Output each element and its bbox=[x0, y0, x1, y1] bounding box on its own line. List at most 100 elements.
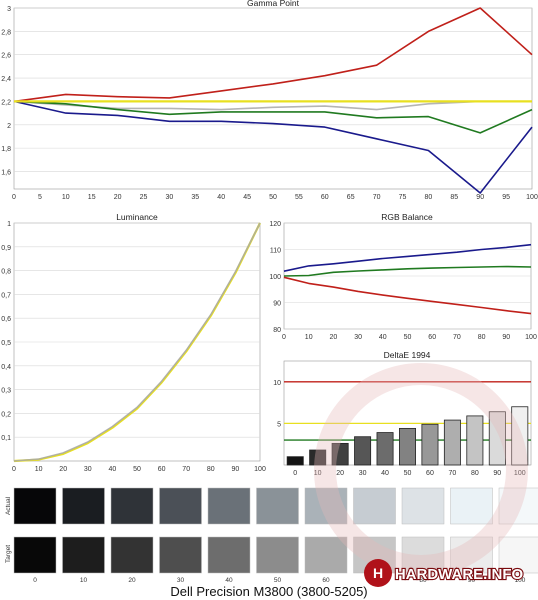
deltae-xtick-label: 90 bbox=[493, 470, 501, 477]
luminance-xtick-label: 100 bbox=[254, 466, 266, 473]
deltae-bar bbox=[443, 419, 461, 466]
luminance-xtick-label: 0 bbox=[12, 466, 16, 473]
gamma-xtick-label: 35 bbox=[191, 194, 199, 201]
gamma-xtick-label: 30 bbox=[166, 194, 174, 201]
luminance-xtick-label: 40 bbox=[109, 466, 117, 473]
gamma-xtick-label: 65 bbox=[347, 194, 355, 201]
gamma-xtick-label: 15 bbox=[88, 194, 96, 201]
gamma-ytick-label: 2 bbox=[7, 123, 11, 130]
deltae-bar bbox=[286, 456, 304, 466]
hardware-info-logo: H HARDWARE.INFO bbox=[314, 363, 528, 587]
deltae-bar bbox=[399, 427, 416, 466]
rgb-balance-series-red bbox=[283, 276, 532, 315]
luminance-xtick-label: 80 bbox=[207, 466, 215, 473]
swatch-actual bbox=[450, 487, 493, 525]
rgb-balance-xtick-label: 60 bbox=[428, 334, 436, 341]
gamma-xtick-label: 10 bbox=[62, 194, 70, 201]
deltae-xtick-label: 60 bbox=[426, 470, 434, 477]
deltae-ytick-label: 5 bbox=[277, 421, 281, 428]
luminance-xtick-label: 70 bbox=[182, 466, 190, 473]
swatch-target bbox=[401, 536, 445, 574]
swatch-actual bbox=[159, 487, 202, 525]
gamma-xtick-label: 0 bbox=[12, 194, 16, 201]
rgb-balance-xtick-label: 30 bbox=[354, 334, 362, 341]
gamma-xtick-label: 25 bbox=[140, 194, 148, 201]
swatch-target bbox=[304, 536, 348, 574]
swatch-target bbox=[256, 536, 299, 574]
gamma-xtick-label: 100 bbox=[526, 194, 538, 201]
deltae-xtick-label: 10 bbox=[314, 470, 322, 477]
gamma-xtick-label: 45 bbox=[243, 194, 251, 201]
gamma-xtick-label: 80 bbox=[425, 194, 433, 201]
swatch-target bbox=[207, 536, 251, 574]
gamma-ytick-label: 3 bbox=[7, 6, 11, 13]
watermark-ring bbox=[314, 363, 528, 577]
deltae-title: DeltaE 1994 bbox=[384, 350, 431, 360]
gamma-series-blue bbox=[13, 100, 533, 194]
logo-badge bbox=[364, 559, 392, 587]
swatch-actual bbox=[207, 487, 251, 525]
gamma-xtick-label: 40 bbox=[217, 194, 225, 201]
luminance-ytick-label: 0,1 bbox=[1, 435, 11, 442]
rgb-balance-series-green bbox=[283, 265, 532, 277]
rgb-balance-xtick-label: 90 bbox=[502, 334, 510, 341]
deltae-bar bbox=[376, 432, 394, 466]
swatch-target bbox=[498, 536, 538, 574]
gamma-series-green bbox=[13, 100, 533, 134]
rgb-balance-xtick-label: 80 bbox=[478, 334, 486, 341]
rgb-balance-title: RGB Balance bbox=[381, 212, 433, 222]
swatch-label: 90 bbox=[468, 577, 476, 584]
gamma-xtick-label: 90 bbox=[476, 194, 484, 201]
luminance-ytick-label: 0,3 bbox=[1, 388, 11, 395]
gamma-xtick-label: 70 bbox=[373, 194, 381, 201]
luminance-xtick-label: 20 bbox=[59, 466, 67, 473]
swatch-label: 40 bbox=[225, 577, 233, 584]
swatch-target bbox=[62, 536, 105, 574]
gamma-plot-area bbox=[13, 7, 533, 190]
gamma-xtick-label: 5 bbox=[38, 194, 42, 201]
deltae-bar bbox=[466, 415, 484, 466]
swatch-actual bbox=[13, 487, 57, 525]
swatch-label: 10 bbox=[80, 577, 88, 584]
gamma-xtick-label: 50 bbox=[269, 194, 277, 201]
deltae-xtick-label: 0 bbox=[293, 470, 297, 477]
row-label-actual: Actual bbox=[5, 496, 12, 515]
deltae-xtick-label: 50 bbox=[404, 470, 412, 477]
gamma-ytick-label: 2,4 bbox=[1, 76, 11, 83]
luminance-xtick-label: 90 bbox=[232, 466, 240, 473]
gamma-xtick-label: 20 bbox=[114, 194, 122, 201]
luminance-ytick-label: 0,7 bbox=[1, 292, 11, 299]
gamma-ytick-label: 1,8 bbox=[1, 146, 11, 153]
rgb-balance-ytick-label: 100 bbox=[269, 274, 281, 281]
deltae-xtick-label: 80 bbox=[471, 470, 479, 477]
deltae-xtick-label: 100 bbox=[514, 470, 526, 477]
luminance-xtick-label: 50 bbox=[133, 466, 141, 473]
swatch-actual bbox=[110, 487, 154, 525]
deltae-xtick-label: 40 bbox=[381, 470, 389, 477]
luminance-ytick-label: 0,5 bbox=[1, 340, 11, 347]
deltae-bar bbox=[488, 411, 506, 466]
luminance-xtick-label: 10 bbox=[35, 466, 43, 473]
deltae-xtick-label: 70 bbox=[449, 470, 457, 477]
luminance-ytick-label: 1 bbox=[7, 221, 11, 228]
luminance-chart: Luminance 0,10,20,30,40,50,60,70,80,910 1… bbox=[1, 212, 266, 473]
swatch-actual bbox=[62, 487, 105, 525]
rgb-balance-ytick-label: 90 bbox=[273, 301, 281, 308]
luminance-ytick-label: 0,6 bbox=[1, 316, 11, 323]
gamma-ytick-label: 2,8 bbox=[1, 29, 11, 36]
rgb-balance-xtick-label: 100 bbox=[525, 334, 537, 341]
gamma-xtick-label: 75 bbox=[399, 194, 407, 201]
luminance-ytick-label: 0,9 bbox=[1, 245, 11, 252]
swatch-label: 0 bbox=[33, 577, 37, 584]
deltae-bar bbox=[354, 436, 372, 466]
rgb-balance-xtick-label: 70 bbox=[453, 334, 461, 341]
luminance-title: Luminance bbox=[116, 212, 158, 222]
chart-caption: Dell Precision M3800 (3800-5205) bbox=[170, 584, 367, 599]
logo-text: HARDWARE.INFO bbox=[395, 566, 524, 583]
deltae-xtick-label: 20 bbox=[336, 470, 344, 477]
gamma-xtick-label: 55 bbox=[295, 194, 303, 201]
gamma-ytick-label: 2,2 bbox=[1, 99, 11, 106]
